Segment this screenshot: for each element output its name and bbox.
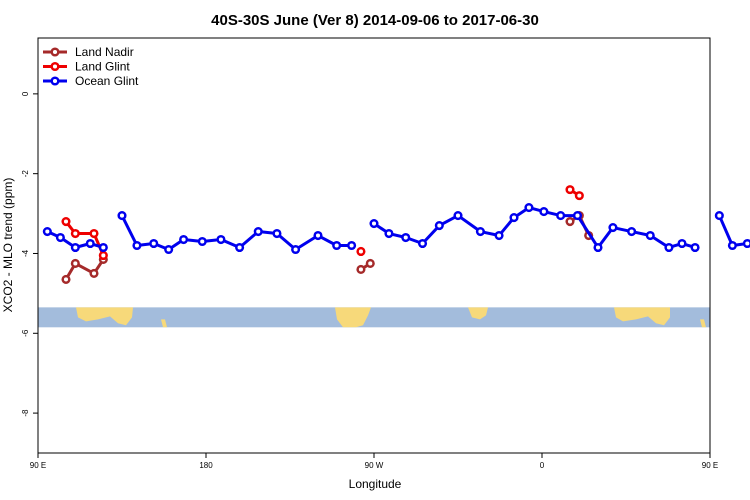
legend-land-glint-label: Land Glint [75,60,130,74]
y-tick-label: -6 [21,329,30,337]
ocean-glint-point [42,226,52,237]
ocean-glint-point [401,232,411,243]
ocean-glint-point [369,219,379,229]
ocean-glint-point [85,238,95,249]
land-glint-point [61,217,71,227]
ocean-glint-point [627,226,637,237]
land-glint-point [574,191,584,201]
ocean-glint-point [272,228,282,239]
land-glint-point [98,250,108,261]
ocean-glint-point [384,228,394,239]
x-axis-label: Longitude [349,477,402,491]
land-nadir-point [365,258,375,269]
ocean-glint-point [714,211,724,221]
map-land [76,307,133,326]
ocean-glint-point [55,232,65,243]
ocean-glint-point [524,203,534,213]
ocean-glint-point [475,226,485,237]
legend-ocean-glint-label: Ocean Glint [75,74,139,88]
ocean-glint-point [149,238,159,249]
map-land [335,307,371,328]
ocean-glint-point [727,240,737,251]
x-tick-label: 0 [540,461,545,470]
y-tick-label: -4 [21,249,30,257]
x-tick-label: 180 [199,461,213,470]
ocean-glint-point [677,238,687,249]
land-glint-point [356,246,366,257]
ocean-glint-point [197,236,207,247]
y-tick-label: -2 [21,170,30,178]
ocean-glint-point [179,234,189,245]
map-strip [38,307,710,328]
legend-land-nadir-marker [50,47,60,57]
series-layer [42,185,750,284]
ocean-glint-point [216,234,226,245]
y-tick-label: -8 [21,409,30,417]
map-land [700,319,706,328]
land-glint-point [89,228,99,239]
legend-ocean-glint-marker [50,76,60,86]
ocean-glint-point [593,242,603,253]
land-nadir-line [64,258,105,281]
y-tick-label: 0 [21,91,30,96]
y-axis-label: XCO2 - MLO trend (ppm) [1,178,15,313]
map-ocean [38,307,710,328]
ocean-glint-point [291,244,301,255]
chart-title: 40S-30S June (Ver 8) 2014-09-06 to 2017-… [211,12,539,29]
x-axis: 90 E 180 90 W 0 90 E [30,453,718,470]
land-glint-line [64,220,105,257]
land-glint-point [70,228,80,239]
ocean-glint-point [417,238,428,249]
ocean-glint-point [164,244,174,255]
ocean-glint-point [509,213,519,223]
ocean-glint-point [98,242,108,253]
land-glint-point [565,185,575,195]
y-axis: 0 -2 -4 -6 -8 [21,91,38,417]
ocean-glint-point [556,211,566,221]
ocean-glint-point [572,211,583,221]
x-tick-label: 90 W [365,461,384,470]
ocean-glint-line [717,214,748,247]
ocean-glint-point [132,240,142,251]
ocean-glint-point [347,240,357,251]
map-land [614,307,670,326]
plot-frame [37,37,711,454]
ocean-glint-point [313,230,323,241]
ocean-glint-point [117,211,127,221]
map-land [468,307,488,320]
map-land [161,319,167,328]
ocean-glint-point [664,242,674,253]
ocean-glint-point [434,220,444,231]
x-tick-label: 90 E [702,461,718,470]
ocean-glint-point [453,211,463,221]
ocean-glint-point [332,240,342,251]
ocean-glint-point [742,238,750,249]
ocean-glint-point [645,230,655,241]
ocean-glint-point [494,230,504,241]
legend-land-nadir-label: Land Nadir [75,45,134,59]
ocean-glint-point [253,226,263,237]
land-nadir-point [89,268,99,278]
ocean-glint-point [608,222,618,233]
x-tick-label: 90 E [30,461,46,470]
ocean-glint-point [235,242,245,253]
ocean-glint-point [70,242,80,253]
land-nadir-point [565,217,575,227]
ocean-glint-point [539,207,549,217]
ocean-glint-point [690,242,700,253]
legend-land-glint-marker [50,61,60,72]
land-nadir-point [356,264,366,274]
land-nadir-point [61,274,71,284]
land-nadir-point [70,258,80,269]
